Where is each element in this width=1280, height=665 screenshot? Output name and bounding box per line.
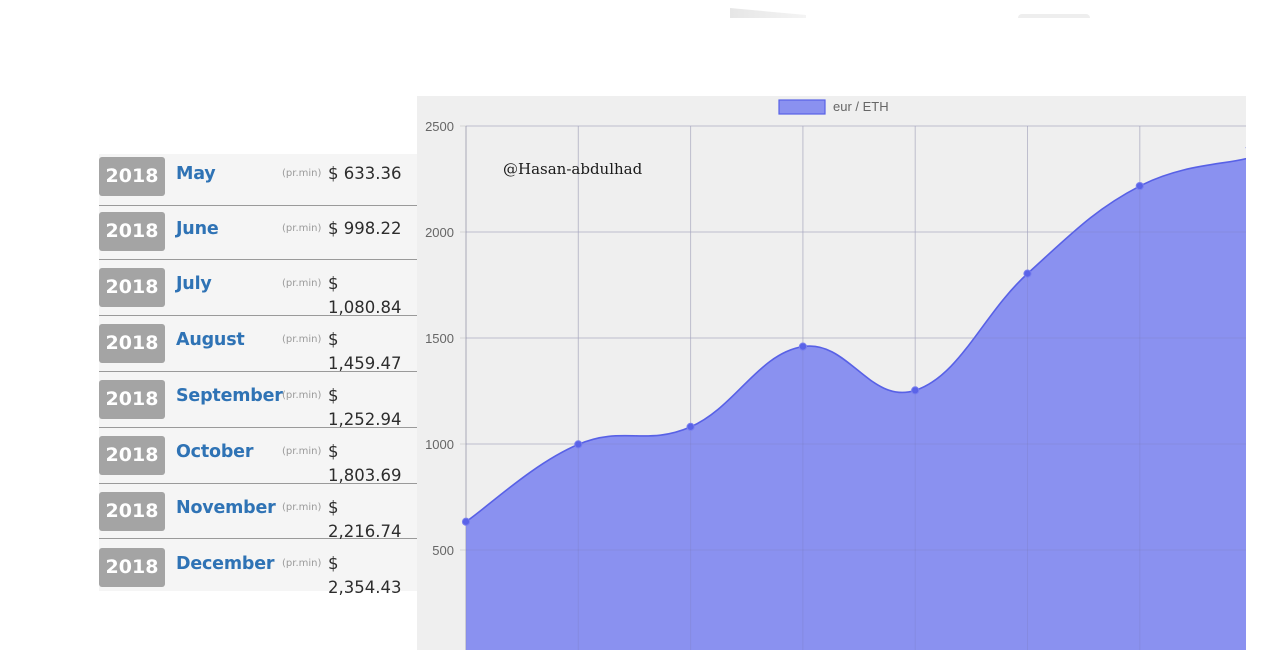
chart-area-layer bbox=[465, 125, 1246, 650]
unit-note: (pr.min) bbox=[282, 223, 322, 234]
data-point-july[interactable] bbox=[686, 422, 695, 431]
unit-note: (pr.min) bbox=[282, 446, 322, 457]
year-badge: 2018 bbox=[99, 492, 165, 531]
price-value: $ 633.36 bbox=[328, 164, 402, 183]
unit-note: (pr.min) bbox=[282, 502, 322, 513]
y-tick-label: 1500 bbox=[425, 331, 454, 346]
data-point-june[interactable] bbox=[574, 440, 583, 449]
month-label: July bbox=[176, 274, 212, 294]
year-badge: 2018 bbox=[99, 436, 165, 475]
month-label: May bbox=[176, 164, 216, 184]
price-value: $ 1,080.84 bbox=[328, 274, 402, 317]
month-label: October bbox=[176, 442, 254, 462]
month-label: August bbox=[176, 330, 245, 350]
year-badge: 2018 bbox=[99, 548, 165, 587]
series-area-fill bbox=[466, 147, 1246, 650]
legend-swatch bbox=[778, 99, 826, 115]
data-point-september[interactable] bbox=[911, 386, 920, 395]
y-axis-ticks: 500 1000 1500 2000 2500 bbox=[425, 119, 454, 558]
data-point-august[interactable] bbox=[798, 342, 807, 351]
y-tick-label: 2000 bbox=[425, 225, 454, 240]
unit-note: (pr.min) bbox=[282, 168, 322, 179]
legend-label: eur / ETH bbox=[833, 99, 889, 114]
table-row: 2018 September (pr.min) $ 1,252.94 bbox=[99, 372, 417, 429]
y-tick-label: 500 bbox=[432, 543, 454, 558]
top-decoration bbox=[730, 8, 806, 18]
year-badge: 2018 bbox=[99, 324, 165, 363]
data-point-may[interactable] bbox=[461, 517, 471, 526]
month-label: November bbox=[176, 498, 276, 518]
chart-legend: eur / ETH bbox=[778, 99, 889, 115]
price-value: $ 1,252.94 bbox=[328, 386, 402, 429]
unit-note: (pr.min) bbox=[282, 278, 322, 289]
monthly-price-table: 2018 May (pr.min) $ 633.36 2018 June (pr… bbox=[99, 154, 417, 597]
price-value: $ 2,216.74 bbox=[328, 498, 402, 541]
top-decoration bbox=[1018, 14, 1090, 18]
price-chart-svg: 500 1000 1500 2000 2500 eur / ETH @Hasan-abd… bbox=[425, 99, 1246, 650]
table-row: 2018 June (pr.min) $ 998.22 bbox=[99, 206, 417, 260]
chart-annotation: @Hasan-abdulhad bbox=[503, 160, 643, 178]
table-row: 2018 November (pr.min) $ 2,216.74 bbox=[99, 484, 417, 541]
year-badge: 2018 bbox=[99, 157, 165, 196]
table-row: 2018 December (pr.min) $ 2,354.43 bbox=[99, 539, 417, 597]
month-label: December bbox=[176, 554, 275, 574]
chart-points bbox=[461, 181, 1144, 526]
price-value: $ 2,354.43 bbox=[328, 554, 402, 597]
y-tick-label: 2500 bbox=[425, 119, 454, 134]
year-badge: 2018 bbox=[99, 380, 165, 419]
price-value: $ 998.22 bbox=[328, 219, 402, 238]
series-line bbox=[465, 147, 1246, 523]
data-point-october[interactable] bbox=[1023, 269, 1032, 278]
month-label: June bbox=[176, 219, 219, 239]
year-badge: 2018 bbox=[99, 212, 165, 251]
month-label: September bbox=[176, 386, 283, 406]
unit-note: (pr.min) bbox=[282, 334, 322, 345]
price-value: $ 1,803.69 bbox=[328, 442, 402, 485]
unit-note: (pr.min) bbox=[282, 390, 322, 401]
data-point-november[interactable] bbox=[1135, 181, 1144, 191]
price-value: $ 1,459.47 bbox=[328, 330, 402, 373]
table-row: 2018 July (pr.min) $ 1,080.84 bbox=[99, 260, 417, 317]
table-row: 2018 May (pr.min) $ 633.36 bbox=[99, 154, 417, 206]
y-tick-label: 1000 bbox=[425, 437, 454, 452]
unit-note: (pr.min) bbox=[282, 558, 322, 569]
table-row: 2018 October (pr.min) $ 1,803.69 bbox=[99, 428, 417, 485]
year-badge: 2018 bbox=[99, 268, 165, 307]
price-chart: 500 1000 1500 2000 2500 eur / ETH @Hasan-abd… bbox=[417, 96, 1246, 650]
table-row: 2018 August (pr.min) $ 1,459.47 bbox=[99, 316, 417, 373]
